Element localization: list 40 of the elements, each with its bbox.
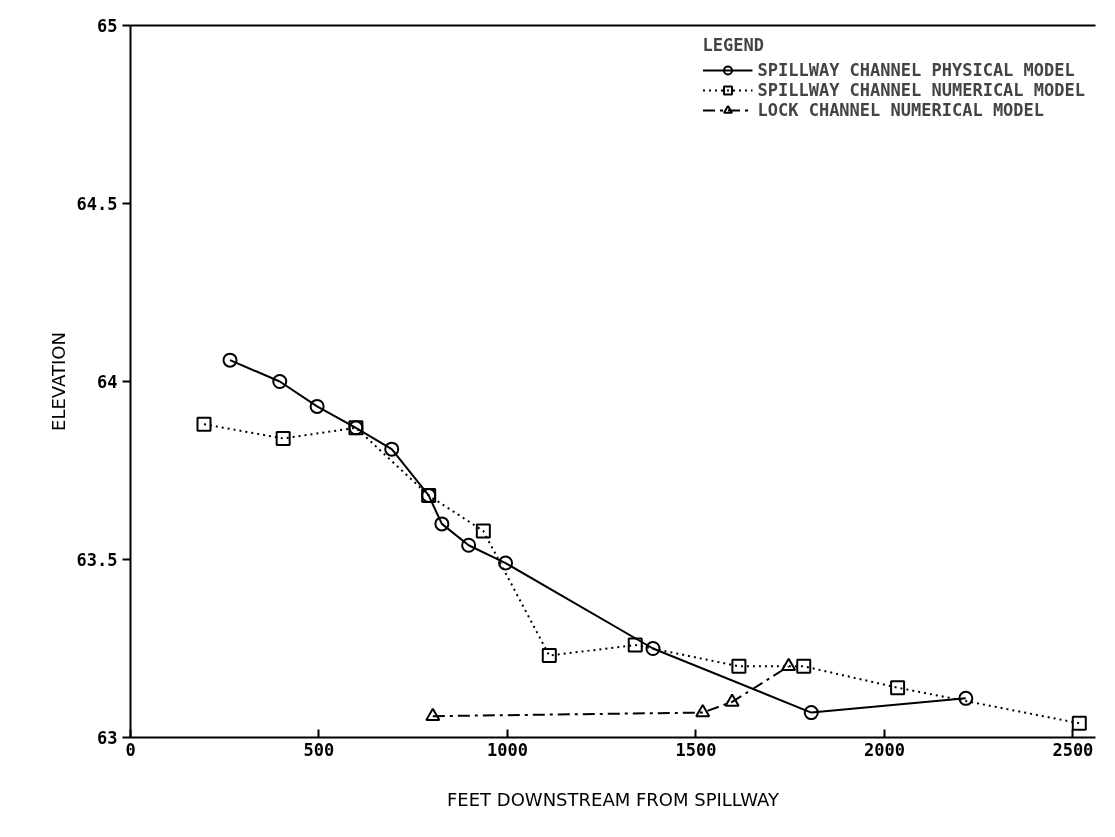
point bbox=[890, 680, 906, 696]
point bbox=[781, 657, 797, 672]
y-tick-label: 65 bbox=[97, 16, 118, 36]
point bbox=[803, 705, 819, 721]
point bbox=[275, 430, 291, 446]
y-tick-label: 63.5 bbox=[76, 550, 118, 570]
y-tick-label: 64 bbox=[97, 372, 118, 392]
x-tick-label: 2500 bbox=[1052, 739, 1094, 760]
point bbox=[222, 352, 238, 368]
x-tick-label: 1000 bbox=[486, 739, 528, 760]
point bbox=[645, 641, 661, 656]
point bbox=[498, 555, 514, 571]
point bbox=[724, 693, 740, 707]
x-tick-label: 2000 bbox=[863, 739, 905, 760]
y-tick-label: 64.5 bbox=[76, 194, 118, 214]
point bbox=[384, 441, 400, 457]
legend-label: SPILLWAY CHANNEL PHYSICAL MODEL bbox=[757, 60, 1075, 80]
legend-label: LOCK CHANNEL NUMERICAL MODEL bbox=[757, 100, 1045, 120]
point bbox=[475, 523, 491, 539]
y-axis-title: ELEVATION bbox=[47, 332, 69, 431]
point bbox=[196, 416, 212, 432]
y-tick-label: 63 bbox=[97, 728, 118, 748]
point bbox=[541, 648, 557, 664]
point bbox=[796, 658, 812, 674]
point bbox=[627, 637, 643, 653]
x-tick-label: 0 bbox=[125, 739, 136, 760]
point bbox=[272, 374, 288, 389]
point bbox=[958, 690, 974, 706]
legend-title: LEGEND bbox=[702, 35, 765, 55]
legend-label: SPILLWAY CHANNEL NUMERICAL MODEL bbox=[757, 80, 1085, 100]
point bbox=[461, 537, 477, 553]
x-axis-title: FEET DOWNSTREAM FROM SPILLWAY bbox=[447, 788, 780, 810]
point bbox=[434, 516, 450, 532]
x-tick-label: 1500 bbox=[675, 739, 717, 760]
point bbox=[1071, 715, 1087, 731]
point bbox=[425, 707, 441, 721]
point bbox=[731, 658, 747, 674]
point bbox=[309, 398, 325, 414]
x-tick-label: 500 bbox=[303, 739, 335, 760]
point bbox=[695, 704, 711, 718]
